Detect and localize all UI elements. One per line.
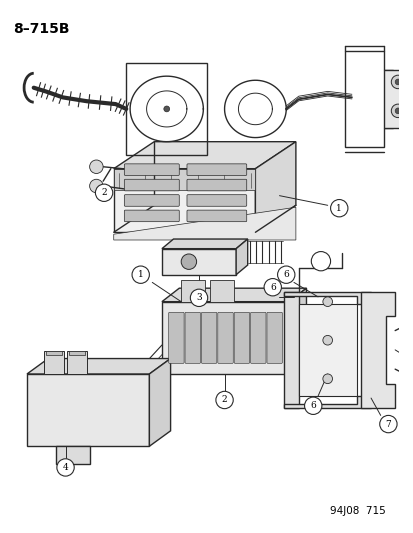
Polygon shape xyxy=(361,292,394,408)
Polygon shape xyxy=(67,351,87,374)
Text: 6: 6 xyxy=(269,282,275,292)
FancyBboxPatch shape xyxy=(124,210,179,222)
Circle shape xyxy=(394,79,400,85)
Circle shape xyxy=(57,459,74,476)
FancyBboxPatch shape xyxy=(168,312,184,364)
Polygon shape xyxy=(114,142,295,168)
Circle shape xyxy=(164,106,169,112)
Text: 1: 1 xyxy=(336,204,341,213)
Polygon shape xyxy=(27,374,149,446)
Text: 2: 2 xyxy=(101,188,107,197)
Polygon shape xyxy=(46,351,62,354)
Text: 3: 3 xyxy=(196,293,202,302)
Circle shape xyxy=(322,374,332,384)
Polygon shape xyxy=(161,249,235,274)
Circle shape xyxy=(90,179,103,193)
Text: 94J08  715: 94J08 715 xyxy=(329,506,385,515)
Circle shape xyxy=(390,75,404,88)
Polygon shape xyxy=(114,168,255,190)
Circle shape xyxy=(95,184,112,201)
Circle shape xyxy=(390,104,404,118)
FancyBboxPatch shape xyxy=(124,179,179,191)
Polygon shape xyxy=(288,288,306,374)
FancyBboxPatch shape xyxy=(217,312,233,364)
Polygon shape xyxy=(27,359,170,374)
Polygon shape xyxy=(161,288,306,302)
Circle shape xyxy=(277,266,294,284)
Polygon shape xyxy=(149,359,170,446)
Circle shape xyxy=(322,297,332,306)
Circle shape xyxy=(311,252,330,271)
FancyBboxPatch shape xyxy=(187,195,246,206)
FancyBboxPatch shape xyxy=(124,195,179,206)
Polygon shape xyxy=(284,292,298,408)
Circle shape xyxy=(132,266,149,284)
Text: 8–715B: 8–715B xyxy=(14,22,70,36)
Polygon shape xyxy=(255,142,295,232)
Circle shape xyxy=(330,199,347,217)
FancyBboxPatch shape xyxy=(187,179,246,191)
Circle shape xyxy=(394,108,400,114)
Polygon shape xyxy=(210,280,234,302)
Polygon shape xyxy=(235,239,247,274)
FancyBboxPatch shape xyxy=(187,164,246,175)
Polygon shape xyxy=(161,239,247,249)
Text: 7: 7 xyxy=(385,419,390,429)
Polygon shape xyxy=(56,446,90,464)
Text: 2: 2 xyxy=(221,395,227,405)
Polygon shape xyxy=(181,280,205,302)
FancyBboxPatch shape xyxy=(201,312,216,364)
Circle shape xyxy=(190,289,207,306)
Circle shape xyxy=(215,391,233,409)
Circle shape xyxy=(304,397,321,415)
FancyBboxPatch shape xyxy=(185,312,200,364)
FancyBboxPatch shape xyxy=(124,164,179,175)
Polygon shape xyxy=(114,207,295,240)
Polygon shape xyxy=(69,351,85,354)
Circle shape xyxy=(263,279,281,296)
Circle shape xyxy=(322,335,332,345)
Circle shape xyxy=(379,415,396,433)
Polygon shape xyxy=(383,70,411,128)
FancyBboxPatch shape xyxy=(234,312,249,364)
Text: 6: 6 xyxy=(282,270,288,279)
Polygon shape xyxy=(44,351,64,374)
Polygon shape xyxy=(161,302,288,374)
Polygon shape xyxy=(284,396,370,408)
Text: 5: 5 xyxy=(411,359,413,368)
Text: 6: 6 xyxy=(310,401,316,410)
Circle shape xyxy=(406,354,413,372)
Text: 1: 1 xyxy=(138,270,143,279)
FancyBboxPatch shape xyxy=(187,210,246,222)
Polygon shape xyxy=(284,292,370,304)
Polygon shape xyxy=(298,304,356,396)
Text: 4: 4 xyxy=(62,463,68,472)
Circle shape xyxy=(181,254,196,269)
FancyBboxPatch shape xyxy=(250,312,266,364)
Polygon shape xyxy=(114,168,255,232)
FancyBboxPatch shape xyxy=(266,312,282,364)
Circle shape xyxy=(90,160,103,174)
